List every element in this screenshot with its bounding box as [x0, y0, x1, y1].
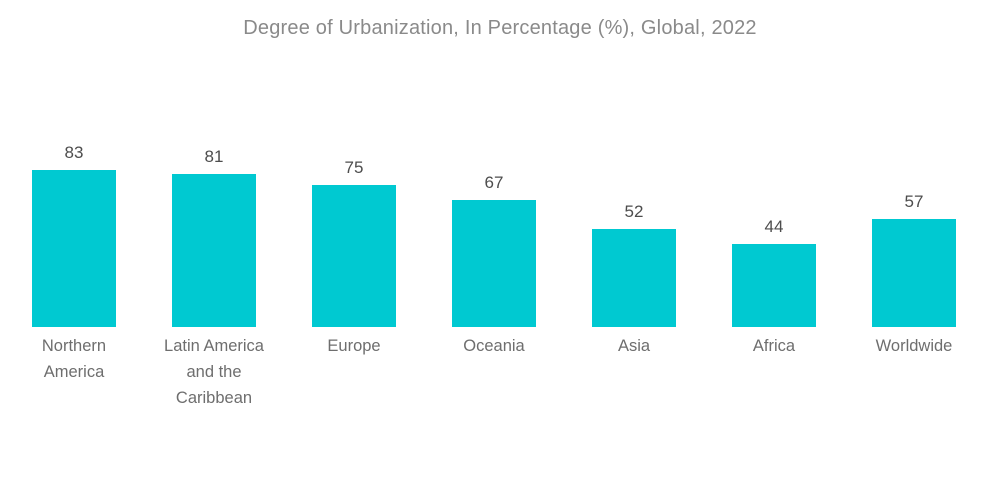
- category-label-line: Worldwide: [875, 337, 953, 355]
- category-label: Worldwide: [854, 333, 974, 359]
- bar-northern-america: [32, 170, 116, 327]
- category-label-line: Latin America: [164, 337, 264, 355]
- category-label-line: Europe: [327, 337, 381, 355]
- value-label: 83: [64, 143, 84, 162]
- category-label-line: America: [43, 363, 105, 381]
- bar-asia: [592, 229, 676, 327]
- bar-worldwide: [872, 219, 956, 327]
- category-label: Europe: [294, 333, 414, 359]
- category-label: Oceania: [434, 333, 554, 359]
- value-label: 44: [764, 217, 784, 236]
- category-label: Latin America and the Caribbean: [154, 333, 274, 411]
- value-label: 75: [344, 158, 364, 177]
- category-label-line: Northern: [41, 337, 107, 355]
- bar-africa: [732, 244, 816, 327]
- category-label: Northern America: [14, 333, 134, 385]
- bar-chart: 83 Northern America 81 Latin America and the C…: [4, 0, 984, 504]
- value-label: 52: [624, 202, 644, 221]
- category-label-line: Africa: [752, 337, 796, 355]
- category-label-line: Asia: [617, 337, 651, 355]
- value-label: 57: [904, 192, 924, 211]
- category-label-line: and the: [186, 363, 242, 381]
- bar-oceania: [452, 200, 536, 327]
- category-label-line: Caribbean: [175, 389, 253, 407]
- bar-europe: [312, 185, 396, 327]
- bar-latin-america-and-the-caribbean: [172, 174, 256, 327]
- category-label-line: Oceania: [463, 337, 525, 355]
- value-label: 81: [204, 147, 224, 166]
- category-label: Asia: [574, 333, 694, 359]
- category-label: Africa: [714, 333, 834, 359]
- chart-title: Degree of Urbanization, In Percentage (%…: [243, 17, 757, 39]
- value-label: 67: [484, 173, 504, 192]
